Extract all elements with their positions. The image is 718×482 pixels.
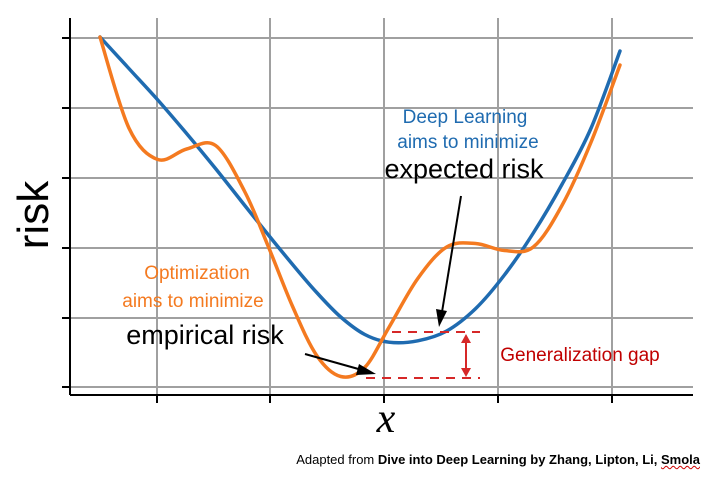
empirical-risk-arrowhead: [356, 364, 376, 375]
expected-risk-label: expected risk: [384, 154, 544, 184]
caption-bold-text: Dive into Deep Learning by Zhang, Lipton…: [377, 452, 661, 467]
expected-risk-arrow: [441, 195, 462, 313]
gap-arrowhead-up: [461, 334, 471, 343]
generalization-gap-marker: [366, 331, 480, 379]
optimization-annotation-line1: Optimization: [144, 263, 250, 284]
y-axis-label: risk: [9, 180, 58, 249]
optimization-annotation-line2: aims to minimize: [122, 291, 263, 312]
gap-arrowhead-down: [461, 368, 471, 377]
x-axis-label: x: [376, 396, 396, 442]
series-expected-risk: [98, 35, 622, 345]
empirical-risk-arrow: [304, 353, 363, 371]
deep-learning-annotation-line1: Deep Learning: [403, 107, 528, 128]
deep-learning-annotation-line2: aims to minimize: [397, 132, 538, 153]
axis-ticks: [62, 37, 613, 403]
grid: [70, 18, 693, 395]
annotation-arrows: [304, 195, 462, 375]
generalization-gap-label: Generalization gap: [500, 345, 660, 366]
empirical-risk-label: empirical risk: [126, 320, 284, 350]
caption-underlined-name: Smola: [660, 452, 700, 467]
axes-frame: [69, 18, 693, 396]
series-empirical-risk: [98, 35, 622, 379]
expected-risk-arrowhead: [436, 309, 447, 327]
source-caption: Adapted from Dive into Deep Learning by …: [0, 452, 700, 467]
caption-prefix: Adapted from: [296, 452, 378, 467]
